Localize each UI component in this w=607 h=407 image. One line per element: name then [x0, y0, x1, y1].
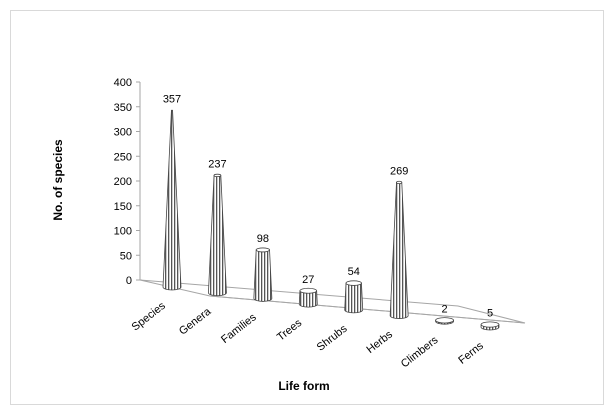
x-tick-label: Climbers [399, 334, 441, 370]
y-tick-label: 150 [114, 201, 132, 213]
bar-climbers: 2 [435, 303, 454, 325]
y-tick-label: 350 [114, 102, 132, 114]
y-axis-title: No. of species [51, 139, 65, 221]
data-label: 5 [487, 308, 493, 320]
bar-ferns: 5 [480, 308, 500, 331]
x-axis: Species Genera Families Trees Shrubs Herbs Cli… [130, 300, 487, 371]
data-label: 54 [348, 266, 360, 278]
bar-body [208, 174, 227, 297]
bar-body [389, 182, 409, 319]
y-tick-label: 50 [120, 250, 132, 262]
data-label: 2 [442, 303, 448, 315]
x-tick-label: Ferns [456, 340, 486, 367]
x-tick-label: Herbs [364, 328, 395, 356]
bar-top [345, 280, 362, 286]
x-tick-label: Families [219, 311, 259, 346]
x-tick-label: Shrubs [315, 322, 350, 353]
data-label: 98 [257, 233, 269, 245]
data-label: 27 [302, 274, 314, 286]
y-tick-label: 0 [126, 275, 132, 287]
chart-frame [10, 10, 604, 405]
bar-top [213, 173, 222, 177]
bar-top [299, 287, 318, 294]
bar-body [162, 109, 182, 291]
y-tick-label: 250 [114, 151, 132, 163]
y-tick-label: 200 [114, 176, 132, 188]
data-label: 237 [208, 158, 226, 170]
bar-trees: 27 [298, 274, 318, 308]
x-tick-label: Species [130, 300, 169, 334]
bars: 357 237 98 27 54 269 2 5 [162, 93, 500, 331]
bar-species: 357 [162, 93, 182, 291]
y-tick-label: 300 [114, 127, 132, 139]
data-label: 357 [163, 93, 181, 105]
bar-body [253, 249, 273, 302]
bar-herbs: 269 [389, 165, 409, 319]
data-label: 269 [390, 165, 408, 177]
x-tick-label: Genera [177, 305, 214, 338]
bar-top [435, 317, 454, 324]
bar-body [344, 282, 364, 314]
y-tick-label: 400 [114, 77, 132, 89]
x-axis-title: Life form [278, 379, 329, 393]
bar-families: 98 [253, 233, 273, 302]
x-tick-label: Trees [275, 317, 305, 344]
bar-genera: 237 [208, 158, 227, 297]
bar-body [298, 290, 318, 308]
bar-shrubs: 54 [344, 266, 364, 314]
bar-top [396, 180, 403, 185]
bar-top [480, 321, 500, 328]
y-tick-label: 100 [114, 226, 132, 238]
bar-top [255, 247, 270, 253]
y-axis: 0 50 100 150 200 250 300 350 400 [114, 77, 141, 287]
